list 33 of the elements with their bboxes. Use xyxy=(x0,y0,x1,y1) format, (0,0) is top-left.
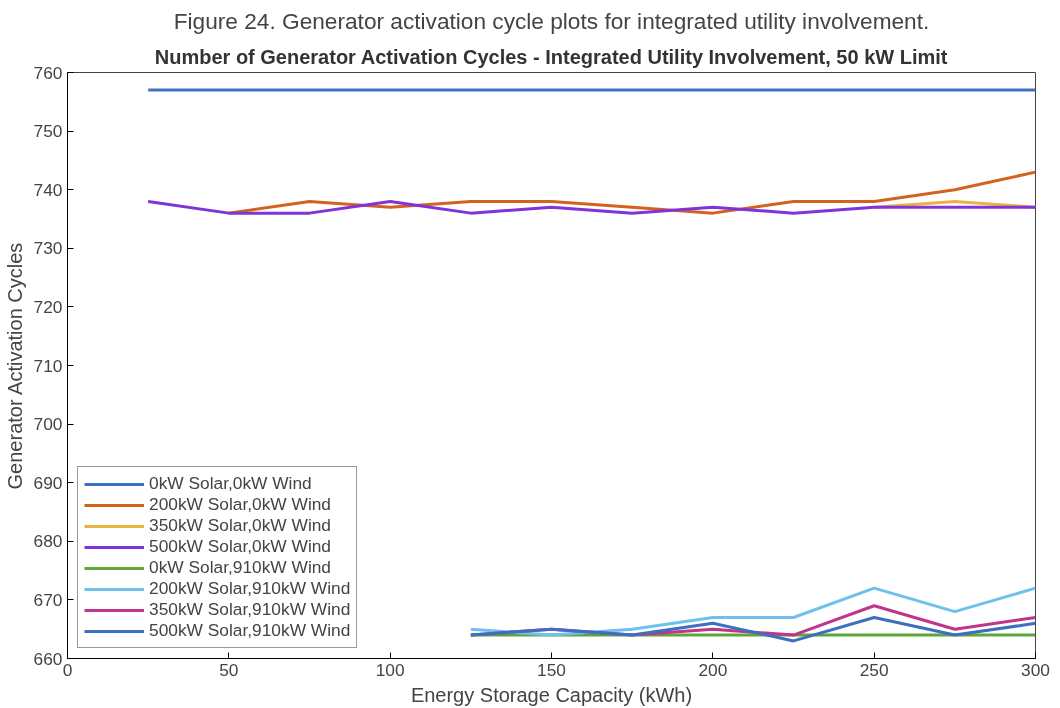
y-tick-label: 720 xyxy=(33,296,63,317)
x-axis-title: Energy Storage Capacity (kWh) xyxy=(410,683,693,706)
y-tick-label: 660 xyxy=(33,648,63,669)
chart-subtitle: Number of Generator Activation Cycles - Integrated Utility Involvement, 50 kW Limit xyxy=(154,45,948,68)
legend-label: 500kW Solar,910kW Wind xyxy=(149,620,351,641)
x-tick-label: 200 xyxy=(698,659,728,680)
y-tick-label: 750 xyxy=(33,121,63,142)
chart-title: Figure 24. Generator activation cycle plots for integrated utility involvement. xyxy=(173,7,930,34)
y-tick-label: 670 xyxy=(33,589,63,610)
line-series xyxy=(469,615,1036,643)
legend-label: 0kW Solar,910kW Wind xyxy=(149,557,332,578)
y-tick-label: 710 xyxy=(33,355,63,376)
x-tick-label: 250 xyxy=(859,659,889,680)
legend-label: 0kW Solar,0kW Wind xyxy=(149,473,312,494)
line-series xyxy=(227,170,1036,215)
y-tick-label: 730 xyxy=(33,238,63,259)
legend-label: 350kW Solar,910kW Wind xyxy=(149,599,351,620)
y-tick-label: 700 xyxy=(33,414,63,435)
x-tick-label: 100 xyxy=(375,659,405,680)
x-tick-label: 150 xyxy=(537,659,566,680)
line-series xyxy=(469,586,1036,637)
x-tick-label: 50 xyxy=(219,659,239,680)
legend-label: 200kW Solar,0kW Wind xyxy=(149,494,332,515)
legend-label: 200kW Solar,910kW Wind xyxy=(149,578,351,599)
x-tick-label: 0 xyxy=(62,659,73,680)
y-axis-title: Generator Activation Cycles xyxy=(3,242,26,490)
y-tick-label: 740 xyxy=(33,179,63,200)
y-tick-label: 760 xyxy=(33,62,63,83)
legend-label: 350kW Solar,0kW Wind xyxy=(149,515,332,536)
y-tick-label: 690 xyxy=(33,472,63,493)
y-tick-label: 680 xyxy=(33,531,63,552)
legend-label: 500kW Solar,0kW Wind xyxy=(149,536,332,557)
x-tick-label: 300 xyxy=(1021,659,1050,680)
